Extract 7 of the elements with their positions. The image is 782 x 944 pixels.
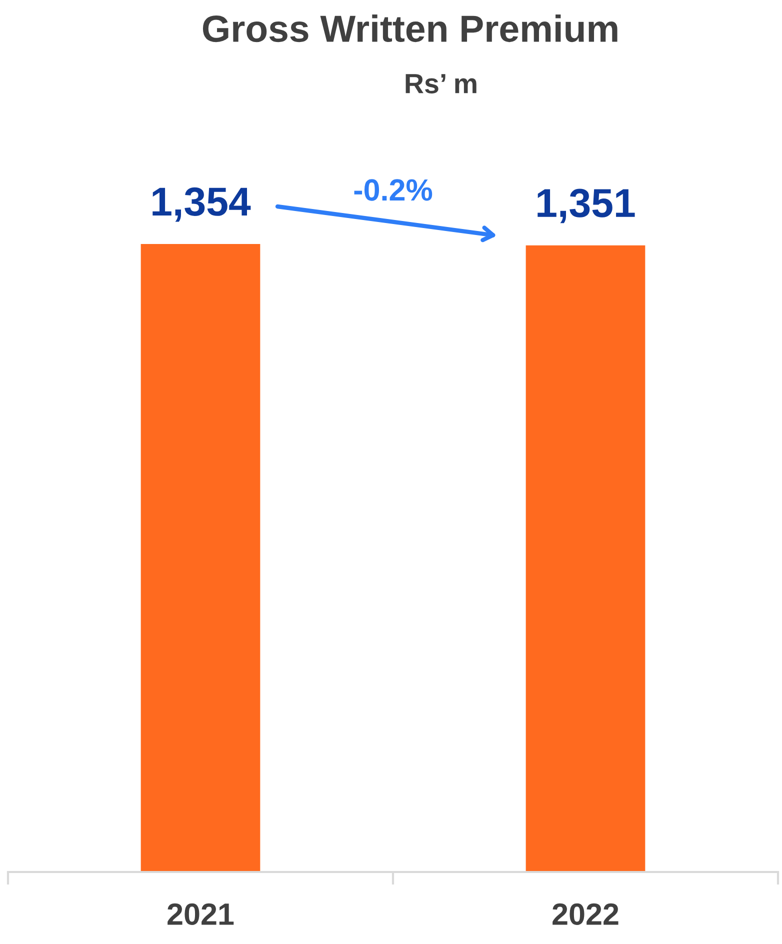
text: -0.2% [354,179,432,201]
chart-subtitle: Rs’ m [406,74,476,94]
data-label: 1,351 [538,188,635,224]
x-tick-label: 2021 [168,903,234,925]
x-tick-label: 2022 [552,903,618,925]
data-label: 1,354 [152,187,251,222]
chart-title: Gross Written Premium [202,14,618,42]
